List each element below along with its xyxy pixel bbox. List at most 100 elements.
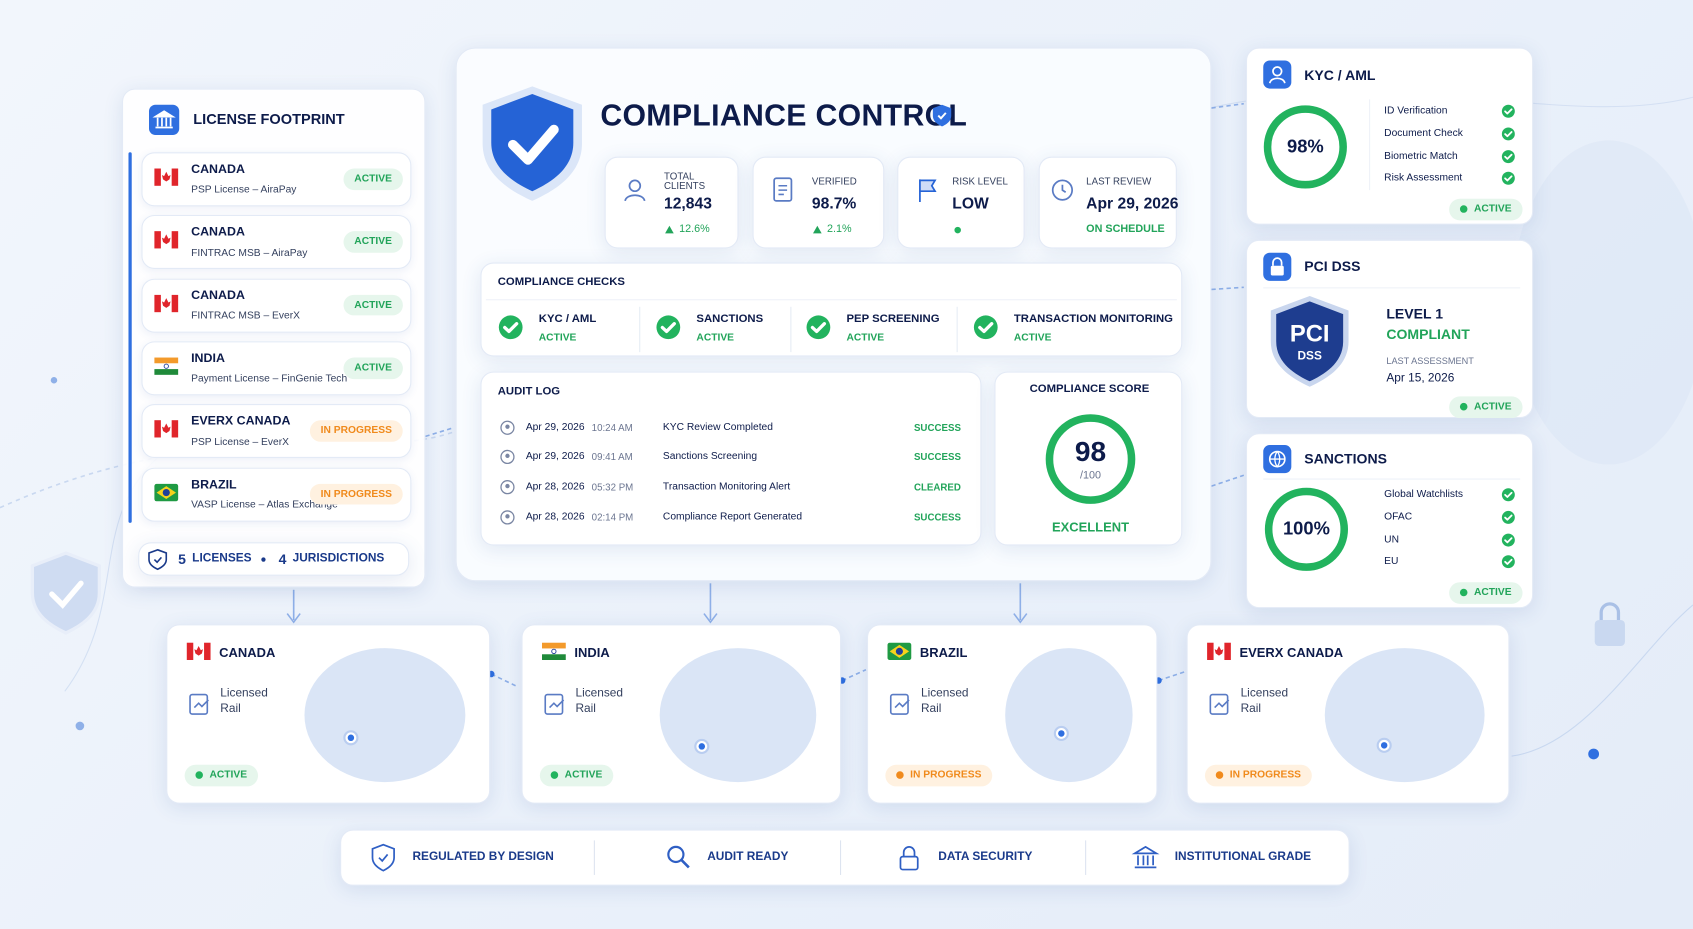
percent-ring xyxy=(1264,487,1349,571)
icon-part xyxy=(425,426,454,438)
decor-lock xyxy=(1594,602,1625,646)
icon-part xyxy=(49,580,84,609)
stat-label: LAST REVIEW xyxy=(1086,175,1152,187)
check-name: PEP SCREENING xyxy=(846,311,940,325)
icon-part xyxy=(1211,102,1244,109)
log-result: CLEARED xyxy=(913,481,961,493)
status-pill: ACTIVE xyxy=(1449,582,1523,604)
icon-part xyxy=(1276,301,1344,382)
status-text: ACTIVE xyxy=(354,298,392,311)
map-pin xyxy=(1378,739,1390,751)
license-detail: PSP License – AiraPay xyxy=(191,183,297,196)
rail-map xyxy=(659,648,817,783)
rail-country: BRAZIL xyxy=(919,644,968,660)
icon-part xyxy=(1211,474,1245,487)
icon-part xyxy=(889,693,909,715)
divider xyxy=(593,840,595,875)
icon-part xyxy=(491,93,574,192)
summary-count: 4 xyxy=(278,551,287,568)
panel-title: KYC / AML xyxy=(1304,67,1376,84)
panel-icon xyxy=(1263,445,1292,474)
status-pill: IN PROGRESS xyxy=(309,483,403,505)
check-name: KYC / AML xyxy=(538,311,597,325)
icon-part xyxy=(171,168,179,186)
status-pill: IN PROGRESS xyxy=(309,420,403,442)
badge-text: DSS xyxy=(1297,350,1322,364)
icon-part xyxy=(490,673,519,688)
rail-country: EVERX CANADA xyxy=(1239,644,1344,660)
footer-icon xyxy=(1131,845,1160,869)
icon-part xyxy=(680,858,690,869)
check-item: Global Watchlists xyxy=(1384,488,1464,501)
icon-part xyxy=(50,376,58,384)
rail-map xyxy=(1324,648,1485,783)
status-pill: ACTIVE xyxy=(1449,396,1523,418)
rail-label: Licensed Rail xyxy=(220,687,268,715)
license-country: CANADA xyxy=(191,226,245,240)
status-dot xyxy=(195,771,203,780)
license-detail: FINTRAC MSB – AiraPay xyxy=(191,246,308,259)
license-row xyxy=(141,278,412,333)
status-pill: ACTIVE xyxy=(343,357,403,379)
license-country: CANADA xyxy=(191,163,245,177)
icon-part xyxy=(978,322,994,334)
footer-icon xyxy=(371,843,395,872)
license-country: CANADA xyxy=(191,289,245,303)
status-dot xyxy=(1459,403,1468,411)
icon-part xyxy=(1594,620,1625,646)
icon-part xyxy=(899,855,919,871)
stat-value: 98.7% xyxy=(811,195,857,214)
stat-note: ON SCHEDULE xyxy=(1086,223,1165,236)
stat-icon xyxy=(624,179,646,202)
audit-panel xyxy=(480,371,982,546)
icon-part xyxy=(204,642,211,661)
icon-part xyxy=(1504,558,1513,565)
check-name: SANCTIONS xyxy=(696,311,764,325)
check-item: Risk Assessment xyxy=(1384,172,1463,184)
percent-ring xyxy=(1263,105,1347,189)
pci-last-date: Apr 15, 2026 xyxy=(1386,372,1455,385)
status-dot xyxy=(896,771,904,780)
icon-part xyxy=(1214,699,1230,709)
status-dot xyxy=(550,771,559,780)
flag xyxy=(154,483,179,501)
icon-part xyxy=(1588,748,1600,760)
flag xyxy=(154,357,179,375)
icon-part xyxy=(667,845,685,864)
score-value: 98 xyxy=(1074,435,1107,469)
icon-part xyxy=(75,721,85,731)
icon-part xyxy=(1263,105,1347,189)
icon-part xyxy=(902,846,916,857)
icon-part xyxy=(548,699,565,709)
check-icon xyxy=(1501,533,1515,547)
status-dot xyxy=(1459,205,1468,214)
icon-part xyxy=(542,642,566,649)
log-result: SUCCESS xyxy=(913,451,961,462)
icon-part xyxy=(937,112,947,120)
icon-part xyxy=(503,322,519,334)
icon-part xyxy=(304,648,466,783)
score-ring xyxy=(1045,414,1136,504)
flag xyxy=(154,231,179,249)
rail-country: CANADA xyxy=(219,644,276,660)
map-pin xyxy=(345,732,357,744)
footer-icon xyxy=(899,846,919,871)
icon-part xyxy=(378,853,389,863)
check-status: ACTIVE xyxy=(696,331,735,344)
status-text: ACTIVE xyxy=(354,361,392,374)
status-text: ACTIVE xyxy=(564,769,603,781)
status-pill: ACTIVE xyxy=(539,764,614,787)
icon-part xyxy=(1501,533,1515,547)
icon-part xyxy=(806,315,831,340)
icon-part xyxy=(30,551,101,635)
log-event: Compliance Report Generated xyxy=(662,511,803,524)
check-icon xyxy=(498,315,523,340)
icon-part xyxy=(1224,642,1231,661)
stat-value: Apr 29, 2026 xyxy=(1086,195,1179,214)
icon-part xyxy=(161,234,171,245)
sanctions-panel xyxy=(1245,433,1534,609)
icon-part xyxy=(1504,537,1513,544)
divider xyxy=(956,306,958,353)
icon-part xyxy=(1501,555,1515,569)
